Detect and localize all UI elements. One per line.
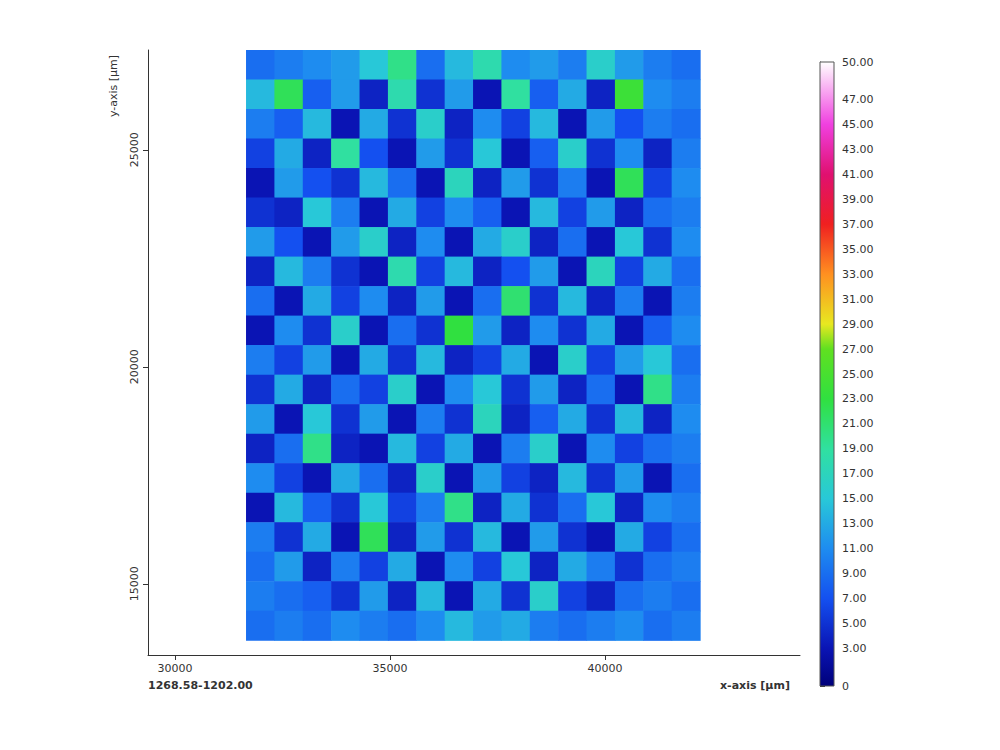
svg-text:11.00: 11.00 — [842, 542, 874, 555]
svg-text:25.00: 25.00 — [842, 368, 874, 381]
svg-text:37.00: 37.00 — [842, 218, 874, 231]
svg-text:31.00: 31.00 — [842, 293, 874, 306]
svg-text:33.00: 33.00 — [842, 268, 874, 281]
svg-text:21.00: 21.00 — [842, 417, 874, 430]
svg-text:x-axis [µm]: x-axis [µm] — [720, 679, 790, 692]
svg-text:y-axis [µm]: y-axis [µm] — [107, 55, 120, 117]
svg-text:9.00: 9.00 — [842, 567, 867, 580]
svg-text:19.00: 19.00 — [842, 442, 874, 455]
svg-text:35.00: 35.00 — [842, 243, 874, 256]
svg-text:29.00: 29.00 — [842, 318, 874, 331]
svg-text:0: 0 — [842, 680, 849, 693]
svg-text:3.00: 3.00 — [842, 642, 867, 655]
svg-text:25000: 25000 — [128, 132, 141, 167]
svg-text:50.00: 50.00 — [842, 56, 874, 69]
svg-text:23.00: 23.00 — [842, 392, 874, 405]
svg-text:27.00: 27.00 — [842, 343, 874, 356]
svg-text:7.00: 7.00 — [842, 592, 867, 605]
svg-text:45.00: 45.00 — [842, 118, 874, 131]
svg-text:20000: 20000 — [128, 349, 141, 384]
svg-text:13.00: 13.00 — [842, 517, 874, 530]
svg-text:39.00: 39.00 — [842, 193, 874, 206]
svg-text:41.00: 41.00 — [842, 168, 874, 181]
svg-text:43.00: 43.00 — [842, 143, 874, 156]
svg-text:40000: 40000 — [588, 662, 623, 675]
svg-text:1268.58-1202.00: 1268.58-1202.00 — [148, 679, 253, 692]
svg-text:30000: 30000 — [158, 662, 193, 675]
svg-text:17.00: 17.00 — [842, 467, 874, 480]
svg-text:15.00: 15.00 — [842, 492, 874, 505]
svg-text:47.00: 47.00 — [842, 93, 874, 106]
svg-text:5.00: 5.00 — [842, 617, 867, 630]
svg-text:15000: 15000 — [128, 566, 141, 601]
svg-text:35000: 35000 — [373, 662, 408, 675]
